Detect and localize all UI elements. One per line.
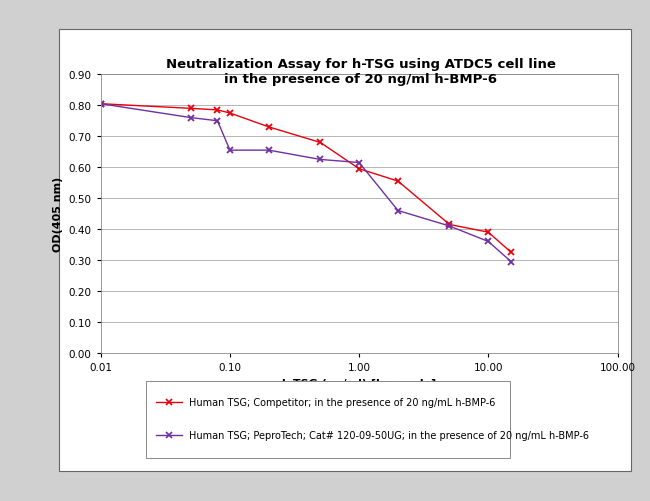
Human TSG; Competitor; in the presence of 20 ng/mL h-BMP-6 bbox=[507, 250, 515, 256]
Human TSG; PeproTech; Cat# 120-09-50UG; in the presence of 20 ng/mL h-BMP-6 bbox=[317, 157, 324, 163]
Human TSG; Competitor; in the presence of 20 ng/mL h-BMP-6 bbox=[226, 111, 234, 117]
Text: Human TSG; PeproTech; Cat# 120-09-50UG; in the presence of 20 ng/mL h-BMP-6: Human TSG; PeproTech; Cat# 120-09-50UG; … bbox=[188, 430, 588, 440]
Human TSG; Competitor; in the presence of 20 ng/mL h-BMP-6 bbox=[187, 106, 195, 112]
Y-axis label: OD(405 nm): OD(405 nm) bbox=[53, 177, 63, 252]
Human TSG; PeproTech; Cat# 120-09-50UG; in the presence of 20 ng/mL h-BMP-6 bbox=[226, 148, 234, 154]
Human TSG; Competitor; in the presence of 20 ng/mL h-BMP-6 bbox=[97, 102, 105, 108]
Human TSG; Competitor; in the presence of 20 ng/mL h-BMP-6 bbox=[394, 179, 402, 185]
Human TSG; Competitor; in the presence of 20 ng/mL h-BMP-6 bbox=[213, 108, 221, 114]
Human TSG; Competitor; in the presence of 20 ng/mL h-BMP-6 bbox=[265, 125, 273, 131]
Line: Human TSG; Competitor; in the presence of 20 ng/mL h-BMP-6: Human TSG; Competitor; in the presence o… bbox=[98, 101, 515, 257]
Human TSG; PeproTech; Cat# 120-09-50UG; in the presence of 20 ng/mL h-BMP-6 bbox=[507, 259, 515, 265]
Human TSG; Competitor; in the presence of 20 ng/mL h-BMP-6 bbox=[484, 229, 492, 235]
Line: Human TSG; PeproTech; Cat# 120-09-50UG; in the presence of 20 ng/mL h-BMP-6: Human TSG; PeproTech; Cat# 120-09-50UG; … bbox=[98, 101, 515, 266]
Human TSG; Competitor; in the presence of 20 ng/mL h-BMP-6 bbox=[355, 166, 363, 172]
Human TSG; PeproTech; Cat# 120-09-50UG; in the presence of 20 ng/mL h-BMP-6 bbox=[355, 160, 363, 166]
Human TSG; PeproTech; Cat# 120-09-50UG; in the presence of 20 ng/mL h-BMP-6 bbox=[484, 239, 492, 245]
Text: Human TSG; Competitor; in the presence of 20 ng/mL h-BMP-6: Human TSG; Competitor; in the presence o… bbox=[188, 397, 495, 407]
Human TSG; Competitor; in the presence of 20 ng/mL h-BMP-6 bbox=[445, 222, 453, 228]
Human TSG; PeproTech; Cat# 120-09-50UG; in the presence of 20 ng/mL h-BMP-6 bbox=[187, 115, 195, 121]
X-axis label: h-TSG (ug/ml) [log scale]: h-TSG (ug/ml) [log scale] bbox=[282, 378, 436, 388]
Text: Neutralization Assay for h-TSG using ATDC5 cell line
in the presence of 20 ng/ml: Neutralization Assay for h-TSG using ATD… bbox=[166, 58, 556, 86]
Human TSG; Competitor; in the presence of 20 ng/mL h-BMP-6 bbox=[317, 140, 324, 146]
Human TSG; PeproTech; Cat# 120-09-50UG; in the presence of 20 ng/mL h-BMP-6 bbox=[265, 148, 273, 154]
Human TSG; PeproTech; Cat# 120-09-50UG; in the presence of 20 ng/mL h-BMP-6 bbox=[213, 118, 221, 124]
Human TSG; PeproTech; Cat# 120-09-50UG; in the presence of 20 ng/mL h-BMP-6 bbox=[445, 223, 453, 229]
Human TSG; PeproTech; Cat# 120-09-50UG; in the presence of 20 ng/mL h-BMP-6 bbox=[97, 102, 105, 108]
Human TSG; PeproTech; Cat# 120-09-50UG; in the presence of 20 ng/mL h-BMP-6 bbox=[394, 208, 402, 214]
